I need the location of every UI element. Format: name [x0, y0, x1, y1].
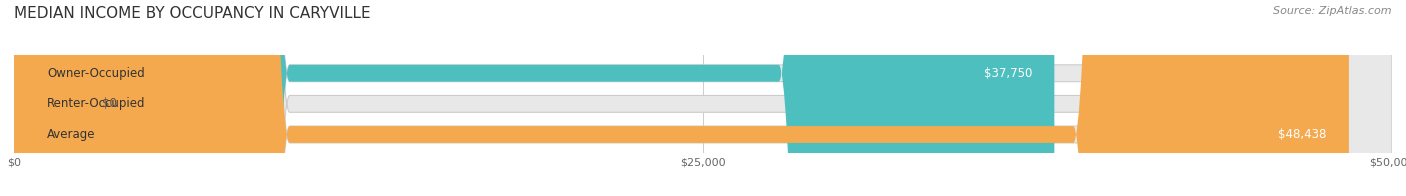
FancyBboxPatch shape	[14, 0, 1392, 196]
Text: Average: Average	[48, 128, 96, 141]
Text: Source: ZipAtlas.com: Source: ZipAtlas.com	[1274, 6, 1392, 16]
FancyBboxPatch shape	[14, 0, 1054, 196]
FancyBboxPatch shape	[14, 0, 63, 196]
Text: $0: $0	[103, 97, 117, 110]
FancyBboxPatch shape	[14, 0, 1392, 196]
Text: Owner-Occupied: Owner-Occupied	[48, 67, 145, 80]
FancyBboxPatch shape	[14, 0, 1392, 196]
Text: $48,438: $48,438	[1278, 128, 1327, 141]
FancyBboxPatch shape	[14, 0, 1348, 196]
Text: $37,750: $37,750	[984, 67, 1032, 80]
Text: MEDIAN INCOME BY OCCUPANCY IN CARYVILLE: MEDIAN INCOME BY OCCUPANCY IN CARYVILLE	[14, 6, 371, 21]
Text: Renter-Occupied: Renter-Occupied	[48, 97, 146, 110]
